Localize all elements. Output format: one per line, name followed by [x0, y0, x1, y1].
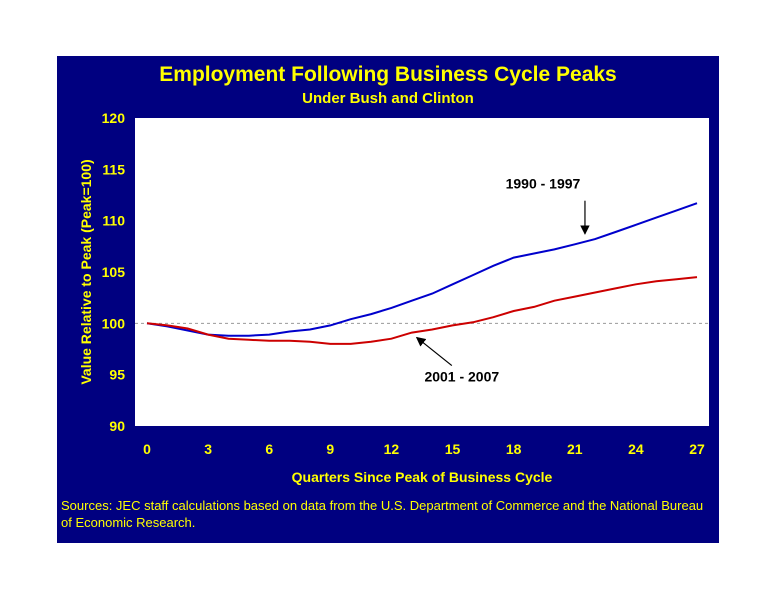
series-line-2	[146, 276, 698, 345]
y-tick-label: 115	[102, 161, 125, 177]
y-tick-label: 105	[102, 264, 126, 280]
x-tick-label: 21	[567, 441, 583, 457]
chart-panel: 90 95 100 105 110 115 120 0 3 6 9 12 15 18 21 24 27 1990…	[57, 56, 719, 543]
y-tick-label: 110	[102, 213, 125, 229]
series-line-1	[146, 202, 698, 337]
x-axis-title: Quarters Since Peak of Business Cycle	[292, 469, 553, 485]
annotation-arrow-2	[415, 336, 453, 367]
x-tick-label: 9	[326, 441, 334, 457]
plot-area	[135, 118, 709, 426]
x-tick-label: 12	[384, 441, 400, 457]
x-tick-label: 24	[628, 441, 644, 457]
y-tick-label: 100	[102, 315, 126, 331]
annotation-label-2: 2001 - 2007	[424, 369, 499, 385]
annotation-label-1: 1990 - 1997	[506, 176, 581, 192]
chart-subtitle: Under Bush and Clinton	[302, 90, 474, 107]
x-tick-label: 27	[689, 441, 705, 457]
x-tick-label: 6	[265, 441, 273, 457]
y-axis-title: Value Relative to Peak (Peak=100)	[78, 159, 94, 384]
x-tick-label: 18	[506, 441, 522, 457]
y-tick-label: 90	[109, 418, 125, 434]
line-chart: 90 95 100 105 110 115 120 0 3 6 9 12 15 18 21 24 27 1990…	[78, 110, 709, 485]
x-tick-label: 3	[204, 441, 212, 457]
x-tick-label: 15	[445, 441, 461, 457]
sources-note: Sources: JEC staff calculations based on…	[61, 498, 704, 530]
chart-title: Employment Following Business Cycle Peak…	[159, 63, 617, 86]
x-tick-label: 0	[143, 441, 151, 457]
y-tick-label: 120	[102, 110, 126, 126]
y-tick-label: 95	[109, 367, 125, 383]
